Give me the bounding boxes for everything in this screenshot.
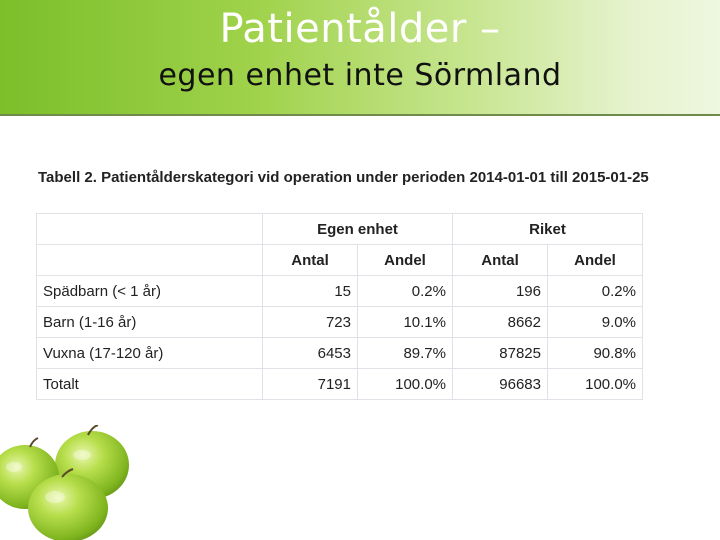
table-cell: 6453 xyxy=(262,337,358,369)
table-cell: 96683 xyxy=(452,368,548,400)
row-label: Vuxna (17-120 år) xyxy=(36,337,263,369)
slide-subtitle: egen enhet inte Sörmland xyxy=(158,58,562,93)
table-row: Vuxna (17-120 år) 6453 89.7% 87825 90.8% xyxy=(36,337,643,369)
row-label: Spädbarn (< 1 år) xyxy=(36,275,263,307)
title-banner: Patientålder – egen enhet inte Sörmland xyxy=(0,0,720,116)
table-cell: 7191 xyxy=(262,368,358,400)
column-header-andel: Andel xyxy=(357,244,453,276)
table-row: Totalt 7191 100.0% 96683 100.0% xyxy=(36,368,643,400)
table-sub-header-row: Antal Andel Antal Andel xyxy=(36,244,643,276)
column-header-antal: Antal xyxy=(452,244,548,276)
table-cell: 9.0% xyxy=(547,306,643,338)
table-row: Spädbarn (< 1 år) 15 0.2% 196 0.2% xyxy=(36,275,643,307)
table-cell: 10.1% xyxy=(357,306,453,338)
row-label: Totalt xyxy=(36,368,263,400)
group-header-egen-enhet: Egen enhet xyxy=(262,213,453,245)
table-cell: 196 xyxy=(452,275,548,307)
group-header-riket: Riket xyxy=(452,213,643,245)
column-header-antal: Antal xyxy=(262,244,358,276)
table-cell: 87825 xyxy=(452,337,548,369)
table-cell: 0.2% xyxy=(357,275,453,307)
green-apples-image xyxy=(0,425,190,540)
table-cell: 90.8% xyxy=(547,337,643,369)
column-header-andel: Andel xyxy=(547,244,643,276)
table-cell: 15 xyxy=(262,275,358,307)
table-corner-cell xyxy=(36,213,263,245)
table-cell: 8662 xyxy=(452,306,548,338)
slide-title: Patientålder – xyxy=(219,6,501,52)
table-group-header-row: Egen enhet Riket xyxy=(36,213,643,245)
row-label: Barn (1-16 år) xyxy=(36,306,263,338)
table-cell: 723 xyxy=(262,306,358,338)
table-cell: 89.7% xyxy=(357,337,453,369)
table-cell: 0.2% xyxy=(547,275,643,307)
patient-age-table: Egen enhet Riket Antal Andel Antal Andel… xyxy=(36,213,643,400)
table-row: Barn (1-16 år) 723 10.1% 8662 9.0% xyxy=(36,306,643,338)
table-cell: 100.0% xyxy=(357,368,453,400)
header-divider xyxy=(0,114,720,116)
table-corner-cell xyxy=(36,244,263,276)
table-cell: 100.0% xyxy=(547,368,643,400)
table-caption: Tabell 2. Patientålderskategori vid oper… xyxy=(38,169,649,186)
